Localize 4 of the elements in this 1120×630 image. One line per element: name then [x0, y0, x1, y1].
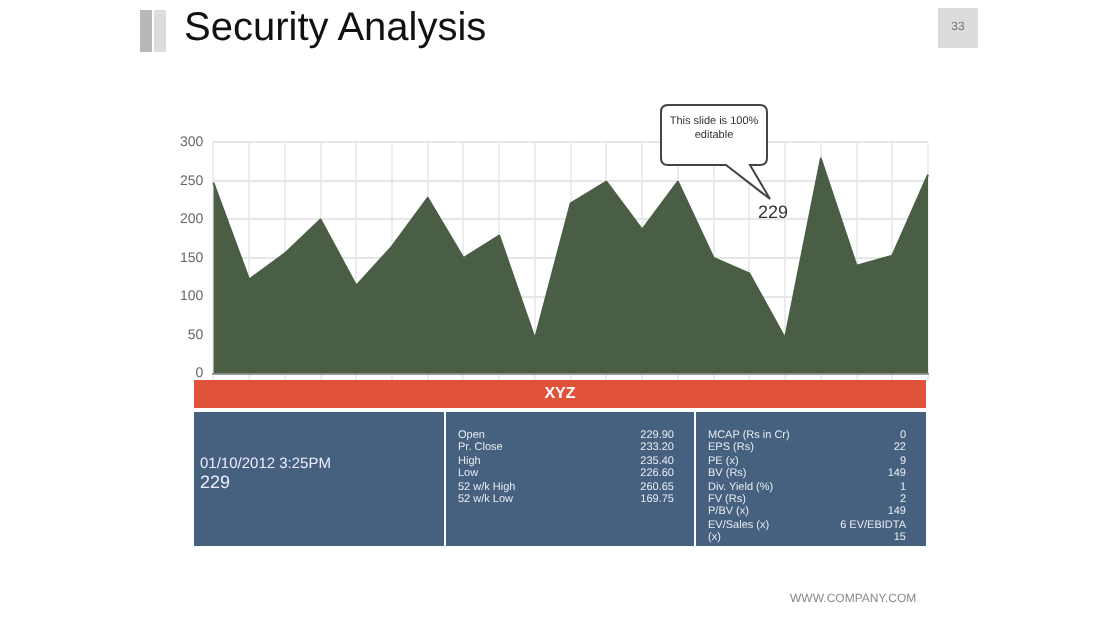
annotation: 229 — [758, 202, 789, 222]
text: 229 — [200, 472, 231, 492]
chart-title: Security Analysis — [184, 6, 487, 52]
text: XYZ — [194, 380, 926, 408]
